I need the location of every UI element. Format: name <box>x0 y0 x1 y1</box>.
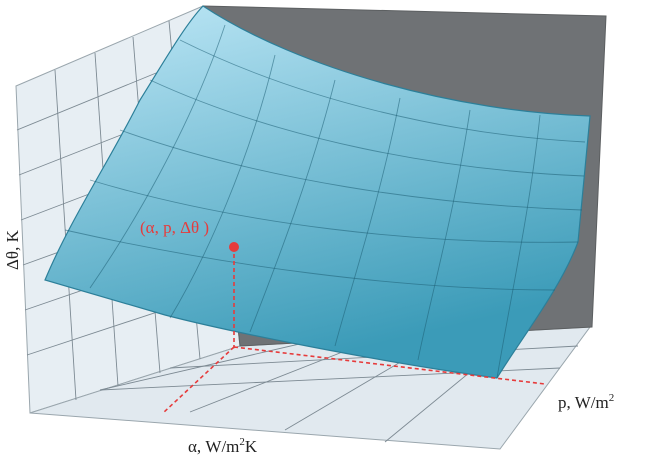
surface-mesh <box>64 24 586 379</box>
y-axis-label: p, W/m2 <box>558 392 614 412</box>
fitted-surface <box>44 5 591 379</box>
point-label: (α, p, Δθ ) <box>140 218 209 237</box>
floor-guide-alpha <box>162 346 235 414</box>
z-axis-label: Δθ, K <box>3 229 22 270</box>
x-axis-label: α, W/m2K <box>188 436 258 456</box>
projection-guides <box>162 247 546 414</box>
floor-guide-p <box>233 346 546 385</box>
highlight-point-marker <box>229 242 239 252</box>
